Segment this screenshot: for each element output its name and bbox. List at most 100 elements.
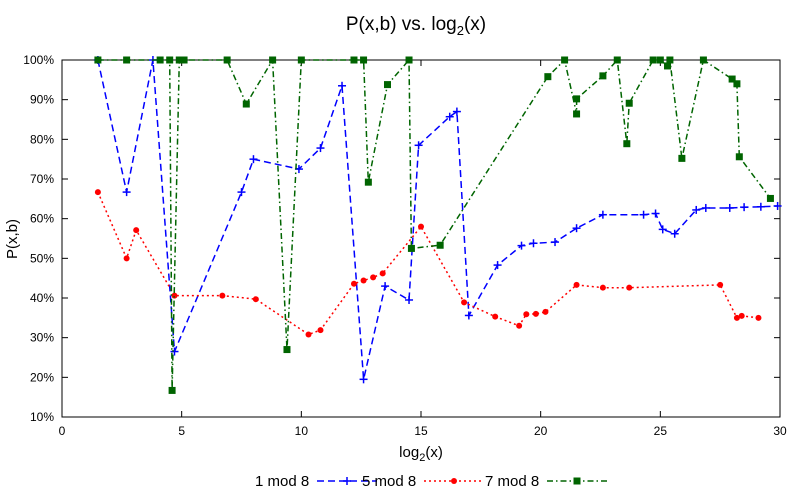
- chart-title-tail: (x): [464, 14, 486, 35]
- data-point: [733, 314, 740, 321]
- data-point: [670, 229, 679, 238]
- data-point: [542, 308, 549, 315]
- data-point: [658, 225, 667, 234]
- data-point: [94, 56, 102, 64]
- data-point: [297, 56, 305, 64]
- data-point: [573, 110, 581, 118]
- data-point: [493, 261, 502, 270]
- series-line: [97, 191, 759, 336]
- data-point: [625, 99, 633, 107]
- x-axis-title: log2(x): [399, 444, 443, 464]
- legend-swatch-marker: [343, 477, 351, 485]
- data-point: [666, 56, 674, 64]
- data-point: [544, 73, 552, 81]
- data-point: [623, 140, 631, 148]
- x-tick-label: 20: [534, 424, 548, 438]
- data-point: [383, 81, 391, 89]
- data-point: [252, 296, 259, 303]
- data-point: [122, 188, 131, 197]
- y-tick-label: 30%: [30, 331, 54, 345]
- data-point: [572, 224, 581, 233]
- y-tick-label: 10%: [30, 410, 54, 424]
- data-point: [651, 209, 660, 218]
- data-point: [773, 201, 782, 210]
- data-point: [523, 311, 530, 318]
- data-point: [305, 331, 312, 338]
- data-point: [516, 322, 523, 329]
- data-point: [381, 282, 390, 291]
- data-point: [436, 241, 444, 249]
- data-point: [561, 56, 569, 64]
- data-point: [166, 56, 174, 64]
- x-tick-label: 15: [414, 424, 428, 438]
- data-point: [717, 281, 724, 288]
- series-0: [93, 56, 782, 384]
- data-point: [573, 95, 581, 103]
- chart-title-subscript: 2: [457, 23, 464, 38]
- y-tick-label: 100%: [23, 53, 54, 67]
- series-2: [94, 56, 774, 394]
- data-point: [626, 284, 633, 291]
- data-point: [338, 81, 347, 90]
- data-point: [728, 75, 736, 83]
- legend-label: 7 mod 8: [485, 473, 539, 490]
- data-point: [649, 56, 657, 64]
- x-axis-title-tail: (x): [425, 444, 443, 461]
- data-point: [168, 386, 176, 394]
- data-point: [740, 203, 749, 212]
- data-point: [692, 205, 701, 214]
- data-point: [735, 153, 743, 161]
- data-point: [180, 56, 188, 64]
- data-point: [364, 178, 372, 186]
- data-point: [219, 292, 226, 299]
- data-point: [529, 239, 538, 248]
- data-point: [237, 188, 246, 197]
- data-point: [360, 277, 367, 284]
- data-point: [156, 56, 164, 64]
- series-line: [97, 57, 772, 391]
- legend-swatch-marker: [451, 478, 457, 484]
- x-axis-title-main: log: [399, 444, 419, 461]
- y-tick-label: 20%: [30, 370, 54, 384]
- data-point: [405, 56, 413, 64]
- data-point: [350, 280, 357, 287]
- x-tick-label: 10: [295, 424, 309, 438]
- data-point: [613, 56, 621, 64]
- data-point: [317, 327, 324, 334]
- legend: 1 mod 8 5 mod 8 7 mod 8: [255, 473, 607, 490]
- data-point: [359, 375, 368, 384]
- x-tick-label: 0: [59, 424, 66, 438]
- data-point: [725, 203, 734, 212]
- data-point: [452, 107, 461, 116]
- data-point: [532, 310, 539, 317]
- data-point: [249, 155, 258, 164]
- data-point: [418, 223, 424, 230]
- data-point: [664, 62, 672, 70]
- chart-title-main: P(x,b) vs. log: [346, 14, 457, 35]
- data-point: [738, 312, 745, 319]
- data-point: [599, 284, 606, 291]
- data-point: [175, 56, 183, 64]
- legend-label: 5 mod 8: [362, 473, 416, 490]
- data-point: [171, 292, 178, 299]
- y-tick-label: 70%: [30, 172, 54, 186]
- data-point: [407, 244, 415, 252]
- data-point: [133, 227, 140, 234]
- data-point: [766, 194, 774, 202]
- series-layer: [93, 56, 782, 394]
- data-point: [678, 154, 686, 162]
- data-point: [414, 141, 423, 150]
- data-point: [370, 274, 377, 281]
- data-point: [461, 299, 468, 306]
- y-tick-label: 40%: [30, 291, 54, 305]
- data-point: [405, 295, 414, 304]
- data-point: [283, 346, 291, 354]
- x-tick-label: 5: [178, 424, 185, 438]
- y-tick-label: 80%: [30, 132, 54, 146]
- data-point: [379, 270, 386, 277]
- data-point: [755, 314, 762, 321]
- data-point: [464, 311, 473, 320]
- data-point: [445, 112, 454, 121]
- data-point: [598, 210, 607, 219]
- data-point: [360, 56, 368, 64]
